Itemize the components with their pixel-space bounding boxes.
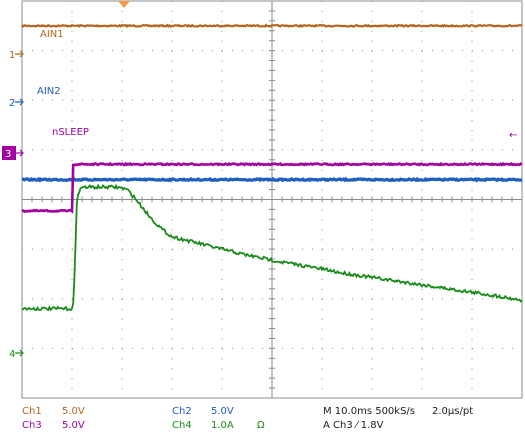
trigger-level-arrow: ←	[509, 130, 517, 141]
ch4-marker: 4	[9, 349, 15, 360]
ch3-marker-box	[2, 146, 16, 160]
ch3-marker: 3	[5, 149, 11, 160]
nsleep-label: nSLEEP	[52, 127, 89, 138]
ch2-marker-arrow	[15, 98, 24, 106]
ain2-label: AIN2	[37, 86, 61, 97]
ain1-trace	[21, 23, 523, 29]
trigger-readout: A Ch3 ⁄ 1.8V	[323, 420, 384, 431]
readout-panel: Ch1 5.0V Ch3 5.0V Ch2 5.0V Ch4 1.0A Ω M …	[22, 406, 473, 431]
ch4-readout-name: Ch4	[172, 420, 192, 431]
ch2-readout-scale: 5.0V	[211, 406, 234, 417]
ch3-readout-name: Ch3	[22, 420, 42, 431]
trigger-position-marker	[118, 1, 130, 8]
ch4-marker-arrow	[15, 349, 24, 357]
timebase-readout: M 10.0ms 500kS/s	[323, 406, 415, 417]
ch1-marker: 1	[9, 50, 15, 61]
ch1-readout-name: Ch1	[22, 406, 42, 417]
ch4-current-trace	[21, 183, 523, 312]
nsleep-trace	[21, 161, 523, 214]
ch4-readout-unit: Ω	[257, 420, 265, 431]
ch2-readout-name: Ch2	[172, 406, 192, 417]
ain1-label: AIN1	[40, 29, 64, 40]
ch2-marker: 2	[9, 98, 15, 109]
ch3-marker-arrow	[16, 149, 24, 157]
ch3-readout-scale: 5.0V	[62, 420, 85, 431]
sample-resolution-readout: 2.0µs/pt	[432, 406, 473, 417]
ch1-readout-scale: 5.0V	[62, 406, 85, 417]
ch4-readout-scale: 1.0A	[211, 420, 234, 431]
ch1-marker-arrow	[15, 50, 24, 58]
graticule-grid	[21, 0, 523, 399]
ain2-trace	[21, 176, 523, 183]
